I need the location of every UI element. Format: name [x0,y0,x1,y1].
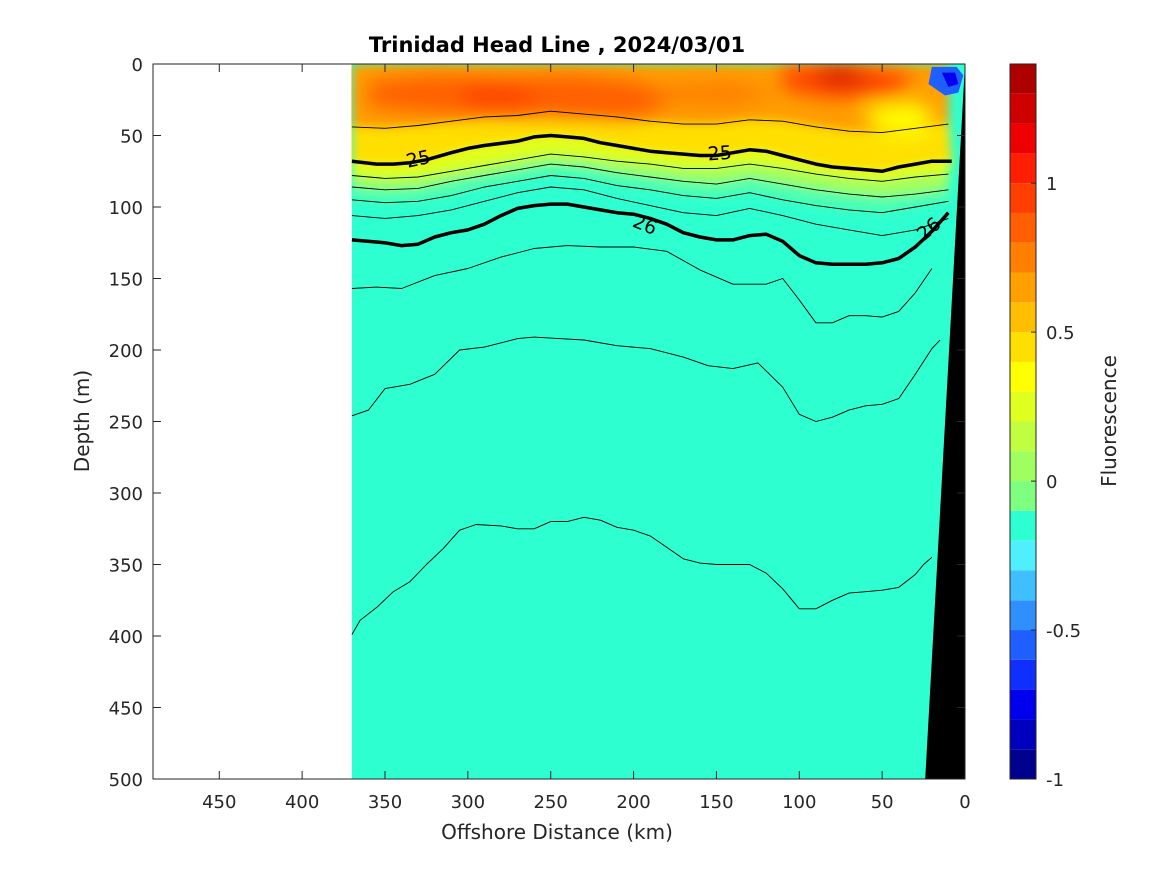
band-0-1 [351,154,949,197]
contour-label-25: 25 [707,142,733,166]
colorbar-segment [1010,332,1036,362]
colorbar-segment [1010,242,1036,273]
coastal-minimum-core [941,72,959,87]
seafloor [925,64,965,779]
y-tick-label: 350 [109,556,143,577]
x-axis-label: Offshore Distance (km) [441,820,673,844]
colorbar-segment [1010,540,1036,571]
colorbar-tick-label: -0.5 [1046,621,1081,642]
colorbar-tick-label: 0.5 [1046,323,1075,344]
colorbar-tick-label: 0 [1046,472,1057,493]
y-axis-ticks: 0 50 100 150 200 250 300 350 400 450 500 [109,55,965,791]
colorbar-segment [1010,123,1036,154]
isopycnal-25 [351,133,952,174]
colorbar-segment [1010,421,1036,452]
colorbar-segment [1010,630,1036,660]
isopycnal-26-2 [351,245,933,324]
x-tick-label: 450 [202,792,236,813]
isopycnal-24-8 [351,110,949,134]
x-tick-label: 250 [534,792,568,813]
x-tick-label: 350 [368,792,402,813]
y-tick-label: 100 [109,198,143,219]
band-0-3 [351,135,952,182]
y-tick-label: 0 [132,55,143,76]
x-tick-label: 50 [871,792,894,813]
colorbar-segment [1010,361,1036,392]
colorbar-segment [1010,451,1036,482]
colorbar-tick-label: -1 [1046,770,1064,791]
y-axis-label: Depth (m) [70,370,94,472]
contour-label-25: 25 [404,146,432,173]
colorbar-segment [1010,153,1036,184]
colorbar-segment [1010,659,1036,690]
y-tick-label: 400 [109,627,143,648]
colorbar-segment [1010,481,1036,511]
band-0-5 [351,111,952,172]
colorbar-segment [1010,391,1036,422]
fill-patches [368,66,941,139]
bathymetry [925,64,965,779]
colorbar-label: Fluorescence [1097,355,1121,487]
colorbar-segment [1010,570,1036,601]
colorbar-frame [1009,63,1037,780]
isopycnal-lines [351,110,952,635]
y-tick-label: 250 [109,413,143,434]
y-tick-label: 200 [109,341,143,362]
y-tick-label: 300 [109,484,143,505]
isopycnal-26-6 [351,516,933,635]
isopycnal-25-2 [351,153,949,182]
colorbar-ticks: 1 0.5 0 -0.5 -1 [1031,174,1081,791]
isopycnal-26-4 [351,336,941,422]
x-tick-label: 300 [451,792,485,813]
colorbar-segment [1010,183,1036,213]
colorbar-segment [1010,600,1036,631]
x-tick-label: 400 [285,792,319,813]
y-tick-label: 50 [120,127,143,148]
x-axis-ticks: 450 400 350 300 250 200 150 100 50 0 [202,64,971,813]
patch-lower [865,101,941,139]
x-tick-label: 200 [616,792,650,813]
colorbar-segment [1010,689,1036,720]
patch-maximum [815,66,874,84]
colorbar-segment [1010,272,1036,303]
x-tick-label: 150 [699,792,733,813]
colorbar-segment [1010,93,1036,124]
y-tick-label: 150 [109,270,143,291]
isopycnal-25-8 [351,186,949,237]
colorbar-segment [1010,64,1036,94]
y-tick-label: 500 [109,770,143,791]
isopycnal-25-6 [351,175,949,214]
colorbar-segment [1010,302,1036,333]
colorbar [1010,64,1036,779]
y-tick-label: 450 [109,699,143,720]
x-tick-label: 100 [782,792,816,813]
filled-contours [351,64,965,779]
colorbar-segment [1010,212,1036,243]
isopycnal-25-4 [351,163,949,198]
chart-title: Trinidad Head Line , 2024/03/01 [369,33,745,57]
patch-mid [666,81,783,107]
isopycnal-26 [351,202,950,266]
patch-core [459,84,543,107]
colorbar-segment [1010,719,1036,750]
colorbar-segment [1010,749,1036,779]
band-0-05 [351,164,949,213]
colorbar-segment [1010,510,1036,541]
x-tick-label: 0 [959,792,970,813]
colorbar-tick-label: 1 [1046,174,1057,195]
